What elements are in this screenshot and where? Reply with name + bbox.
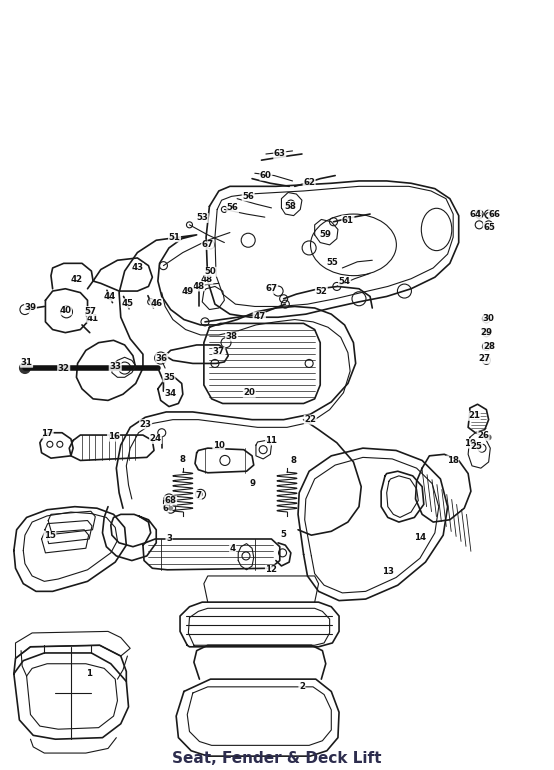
Circle shape <box>484 344 489 349</box>
Text: 41: 41 <box>87 313 99 323</box>
Text: 5: 5 <box>281 530 286 539</box>
Text: 25: 25 <box>470 442 483 451</box>
Text: 24: 24 <box>150 434 162 444</box>
Text: 59: 59 <box>319 230 331 239</box>
Text: 34: 34 <box>165 389 177 398</box>
Text: 32: 32 <box>58 364 70 373</box>
Text: 67: 67 <box>265 284 278 293</box>
Text: 8: 8 <box>291 456 296 465</box>
Text: 50: 50 <box>204 267 217 276</box>
Text: 54: 54 <box>338 276 351 286</box>
Text: 14: 14 <box>414 533 426 542</box>
Circle shape <box>484 316 489 321</box>
Text: 19: 19 <box>464 439 476 448</box>
Text: 9: 9 <box>249 479 255 488</box>
Text: 62: 62 <box>303 178 315 187</box>
Text: 36: 36 <box>156 353 168 363</box>
Text: 6: 6 <box>162 504 168 514</box>
Text: 38: 38 <box>225 332 238 341</box>
Circle shape <box>168 506 173 511</box>
Text: 35: 35 <box>163 373 175 382</box>
Text: 3: 3 <box>166 534 172 543</box>
Text: 11: 11 <box>265 436 278 445</box>
Text: 57: 57 <box>84 306 96 316</box>
Text: 26: 26 <box>477 431 489 440</box>
Text: 27: 27 <box>479 354 491 363</box>
Text: 55: 55 <box>326 258 338 267</box>
Text: 30: 30 <box>483 314 495 323</box>
Text: 33: 33 <box>109 362 121 371</box>
Text: 20: 20 <box>243 388 255 397</box>
Circle shape <box>198 492 203 497</box>
Text: 39: 39 <box>24 303 37 313</box>
Text: 21: 21 <box>468 411 480 420</box>
Text: 43: 43 <box>131 263 143 273</box>
Text: 61: 61 <box>342 216 354 225</box>
Text: 37: 37 <box>213 347 225 357</box>
Text: 49: 49 <box>181 286 193 296</box>
Text: 51: 51 <box>168 233 181 242</box>
Text: 18: 18 <box>447 456 459 465</box>
Text: 45: 45 <box>121 299 134 308</box>
Circle shape <box>166 497 172 501</box>
Text: 17: 17 <box>41 429 53 438</box>
Text: 28: 28 <box>483 342 495 351</box>
Text: 56: 56 <box>227 203 239 213</box>
Text: 7: 7 <box>195 490 202 500</box>
Text: 13: 13 <box>382 567 394 576</box>
Text: 48: 48 <box>192 282 204 291</box>
Text: 12: 12 <box>265 565 278 574</box>
Text: 22: 22 <box>304 415 316 424</box>
Text: 58: 58 <box>284 202 296 211</box>
Text: 42: 42 <box>70 275 83 284</box>
Text: 10: 10 <box>213 440 225 450</box>
Text: 64: 64 <box>469 209 481 219</box>
Circle shape <box>484 358 489 363</box>
Text: 1: 1 <box>86 669 91 678</box>
Text: 53: 53 <box>196 213 208 223</box>
Text: 23: 23 <box>140 420 152 429</box>
Text: 60: 60 <box>260 171 272 180</box>
Text: 2: 2 <box>299 682 305 691</box>
Text: 15: 15 <box>44 531 56 541</box>
Text: 65: 65 <box>483 223 495 232</box>
Text: 67: 67 <box>202 240 214 249</box>
Circle shape <box>486 434 491 440</box>
Text: 44: 44 <box>104 292 116 301</box>
Text: 29: 29 <box>480 328 493 337</box>
Text: 52: 52 <box>315 286 327 296</box>
Text: 63: 63 <box>274 149 286 159</box>
Text: 47: 47 <box>253 312 265 321</box>
Text: 46: 46 <box>150 299 162 308</box>
Text: 31: 31 <box>20 358 33 367</box>
Text: 68: 68 <box>165 496 177 505</box>
Text: 16: 16 <box>107 432 120 441</box>
Text: 4: 4 <box>229 544 236 553</box>
Circle shape <box>484 330 489 335</box>
Text: Seat, Fender & Deck Lift: Seat, Fender & Deck Lift <box>172 751 382 765</box>
Circle shape <box>19 362 31 374</box>
Text: 8: 8 <box>180 455 186 464</box>
Text: 48: 48 <box>201 275 213 284</box>
Text: 66: 66 <box>489 209 501 219</box>
Text: 40: 40 <box>59 306 71 315</box>
Text: 56: 56 <box>242 192 254 201</box>
